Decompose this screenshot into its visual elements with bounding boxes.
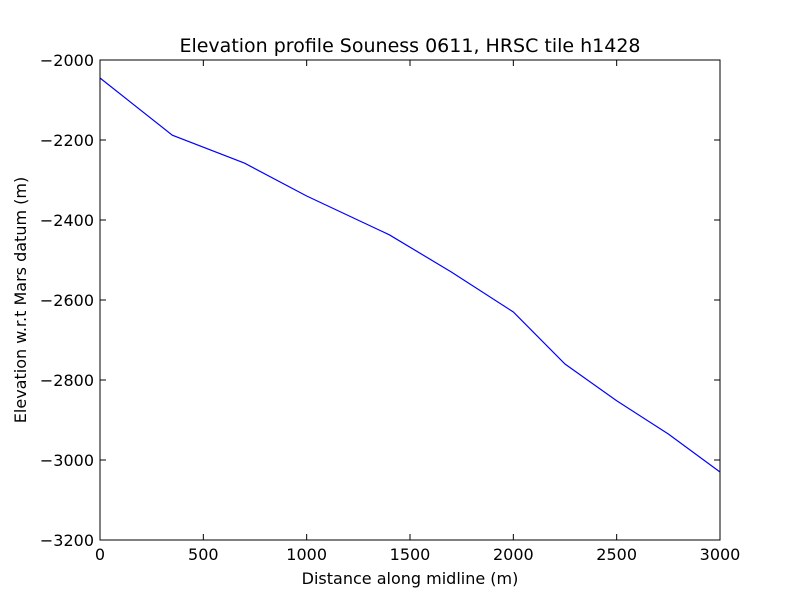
y-tick-label: −2400: [40, 211, 94, 230]
x-axis-label: Distance along midline (m): [302, 569, 519, 588]
plot-area: [99, 77, 721, 473]
x-tick-label: 0: [95, 545, 105, 564]
x-tick-label: 1500: [390, 545, 431, 564]
y-tick-label: −2800: [40, 371, 94, 390]
chart-title: Elevation profile Souness 0611, HRSC til…: [179, 35, 640, 57]
x-tick-label: 500: [188, 545, 219, 564]
x-tick-label: 3000: [700, 545, 741, 564]
y-tick-label: −2600: [40, 291, 94, 310]
y-tick-label: −2200: [40, 131, 94, 150]
y-axis-ticks: −3200 −3000 −2800 −2600 −2400 −2200 −2000: [40, 51, 720, 550]
x-tick-label: 1000: [286, 545, 327, 564]
y-tick-label: −3200: [40, 531, 94, 550]
series-line-0: [99, 77, 721, 473]
x-tick-label: 2500: [596, 545, 637, 564]
y-axis-label: Elevation w.r.t Mars datum (m): [11, 177, 30, 423]
x-tick-label: 2000: [493, 545, 534, 564]
y-tick-label: −3000: [40, 451, 94, 470]
plot-frame: [99, 59, 721, 541]
y-tick-label: −2000: [40, 51, 94, 70]
